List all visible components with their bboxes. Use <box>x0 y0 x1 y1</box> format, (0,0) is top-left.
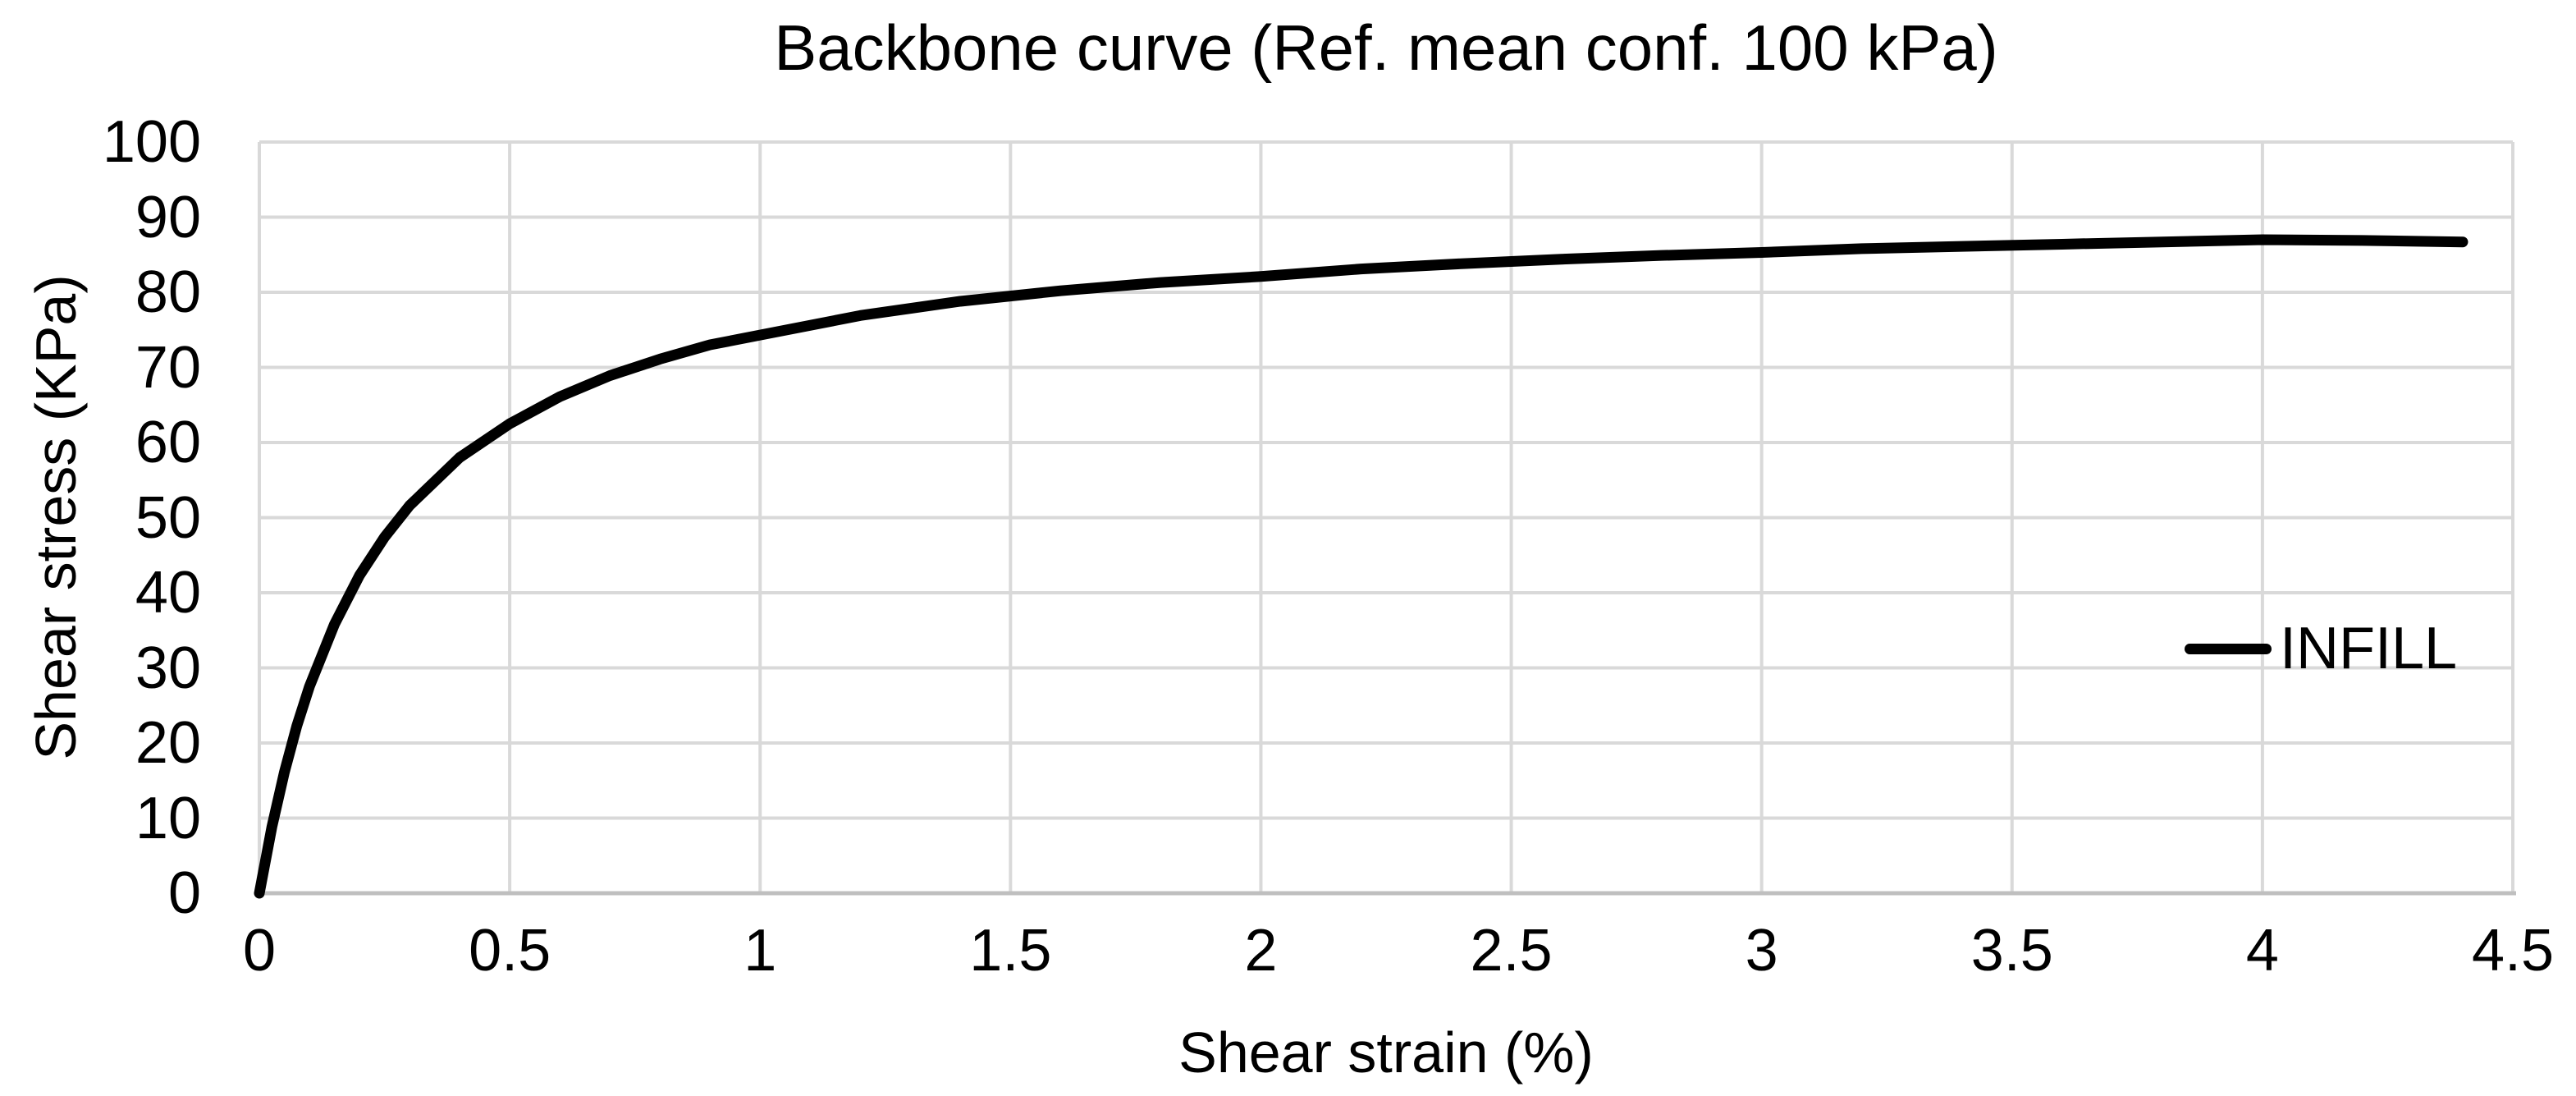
x-tick-label: 3 <box>1745 918 1778 984</box>
x-tick-label: 4 <box>2245 918 2279 984</box>
y-tick-label: 0 <box>167 860 201 926</box>
series-line-infill <box>254 234 2468 899</box>
x-tick-label: 1.5 <box>969 918 1052 984</box>
y-tick-label: 20 <box>135 710 201 776</box>
legend: INFILL <box>2185 619 2457 678</box>
y-tick-label: 30 <box>135 635 201 701</box>
y-tick-label: 100 <box>102 109 201 175</box>
x-tick-label: 0.5 <box>469 918 551 984</box>
y-tick-label: 50 <box>135 484 201 551</box>
y-tick-label: 90 <box>135 184 201 250</box>
x-tick-label: 2.5 <box>1470 918 1553 984</box>
chart-title: Backbone curve (Ref. mean conf. 100 kPa) <box>774 11 1998 84</box>
x-tick-label: 3.5 <box>1970 918 2053 984</box>
y-tick-label: 70 <box>135 334 201 401</box>
y-tick-label: 40 <box>135 560 201 626</box>
y-tick-label: 10 <box>135 785 201 851</box>
legend-label: INFILL <box>2280 616 2458 681</box>
x-tick-label: 0 <box>242 918 277 984</box>
x-axis-title: Shear strain (%) <box>1178 1020 1594 1085</box>
x-tick-label: 1 <box>744 918 777 984</box>
y-tick-label: 80 <box>135 259 201 325</box>
x-tick-label: 4.5 <box>2471 918 2555 984</box>
x-tick-label: 2 <box>1244 918 1278 984</box>
y-tick-label: 60 <box>135 410 201 475</box>
legend-line-swatch <box>2185 643 2272 654</box>
